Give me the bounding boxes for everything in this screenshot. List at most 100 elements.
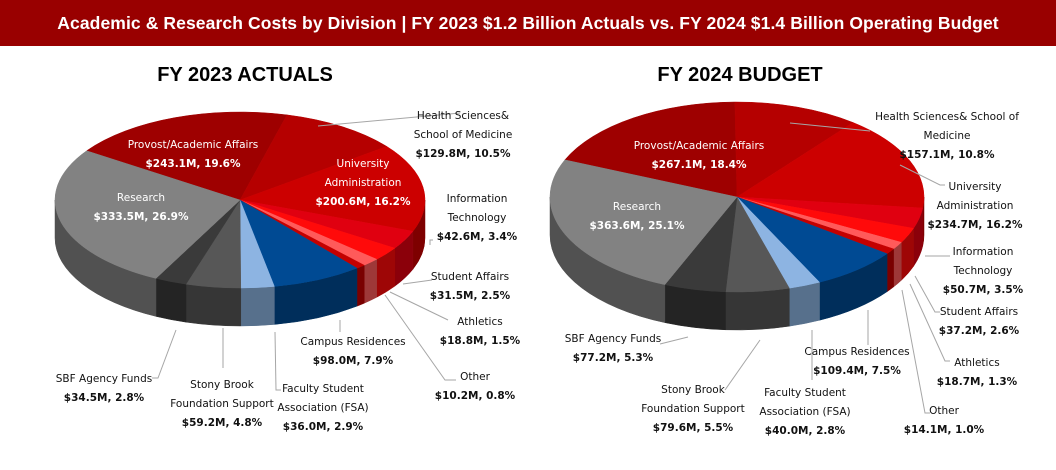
data-label: Athletics $18.7M, 1.3% xyxy=(932,354,1022,392)
data-label-value: $50.7M, 3.5% xyxy=(942,284,1024,296)
data-label-value: $40.0M, 2.8% xyxy=(764,425,846,437)
data-label-name: Stony Brook Foundation Support xyxy=(170,379,274,410)
leader-line xyxy=(152,329,177,379)
data-label: University Administration $200.6M, 16.2% xyxy=(308,155,418,212)
data-label-name: University Administration xyxy=(324,158,402,189)
data-label-value: $200.6M, 16.2% xyxy=(315,196,411,208)
data-label: Information Technology $42.6M, 3.4% xyxy=(432,190,522,247)
pie-side-6 xyxy=(356,264,365,307)
data-label: Other $14.1M, 1.0% xyxy=(899,402,989,440)
leader-line xyxy=(384,294,456,381)
data-label: Health Sciences& School of Medicine $129.… xyxy=(398,107,528,164)
data-label: Faculty Student Association (FSA) $40.0M,… xyxy=(750,384,860,441)
leader-line xyxy=(317,112,461,127)
data-label: Provost/Academic Affairs $267.1M, 18.4% xyxy=(624,137,774,175)
leader-line xyxy=(789,122,871,132)
leader-line xyxy=(724,339,761,391)
data-label-name: Other xyxy=(460,371,490,383)
data-label-name: Campus Residences xyxy=(300,336,406,348)
pie-side-6 xyxy=(886,248,894,293)
data-label-value: $98.0M, 7.9% xyxy=(312,355,394,367)
data-label-name: Faculty Student Association (FSA) xyxy=(759,387,851,418)
pie-side-8 xyxy=(789,281,820,327)
pie-0 xyxy=(54,111,461,391)
data-label-name: Research xyxy=(612,201,662,213)
data-label-value: $79.6M, 5.5% xyxy=(652,422,734,434)
data-label-value: $109.4M, 7.5% xyxy=(813,365,901,377)
pie-slice-research xyxy=(549,159,738,285)
data-label-name: Athletics xyxy=(457,316,503,328)
leader-line xyxy=(901,289,930,414)
data-label: SBF Agency Funds $77.2M, 5.3% xyxy=(553,330,673,368)
data-label-name: Student Affairs xyxy=(939,306,1019,318)
data-label-value: $59.2M, 4.8% xyxy=(181,417,263,429)
data-label-value: $37.2M, 2.6% xyxy=(938,325,1020,337)
data-label: University Administration $234.7M, 16.2% xyxy=(920,178,1030,235)
data-label-name: Student Affairs xyxy=(430,271,510,283)
leader-line xyxy=(274,331,281,391)
leader-line xyxy=(909,283,950,362)
data-label: Stony Brook Foundation Support $79.6M, 5.… xyxy=(633,381,753,438)
pie-side-9 xyxy=(185,283,242,327)
data-label-name: Faculty Student Association (FSA) xyxy=(277,383,369,414)
pie-side-5 xyxy=(893,241,902,288)
data-label: Athletics $18.8M, 1.5% xyxy=(435,313,525,351)
data-label-name: Information Technology xyxy=(952,246,1014,277)
data-label-value: $243.1M, 19.6% xyxy=(145,158,241,170)
chart-title-fy2023: FY 2023 ACTUALS xyxy=(157,64,333,86)
data-label: Health Sciences& School of Medicine $157.… xyxy=(862,108,1032,165)
pie-1 xyxy=(549,101,950,414)
data-label-name: Health Sciences& School of Medicine xyxy=(413,110,513,141)
data-label: SBF Agency Funds $34.5M, 2.8% xyxy=(44,370,164,408)
pie-side-5 xyxy=(363,258,377,304)
data-label: Campus Residences $109.4M, 7.5% xyxy=(797,343,917,381)
pie-side-9 xyxy=(725,287,790,331)
data-label-value: $10.2M, 0.8% xyxy=(434,390,516,402)
leader-line xyxy=(914,275,940,313)
pie-slice-health-sciences-school-of-medicine xyxy=(734,101,854,198)
leader-line xyxy=(659,336,689,345)
chart-title-fy2024: FY 2024 BUDGET xyxy=(657,64,823,86)
data-label: Faculty Student Association (FSA) $36.0M,… xyxy=(268,380,378,437)
data-label-value: $267.1M, 18.4% xyxy=(651,159,747,171)
data-label-name: SBF Agency Funds xyxy=(564,333,662,345)
pie-slice-provost-academic-affairs xyxy=(564,101,738,198)
pie-slice-campus-residences xyxy=(239,199,358,287)
data-label-value: $42.6M, 3.4% xyxy=(436,231,518,243)
data-label-value: $36.0M, 2.9% xyxy=(282,421,364,433)
header-banner: Academic & Research Costs by Division | … xyxy=(0,0,1056,46)
data-label-name: Other xyxy=(929,405,959,417)
data-label-name: SBF Agency Funds xyxy=(55,373,153,385)
pie-side-10 xyxy=(155,278,187,323)
data-label-value: $18.7M, 1.3% xyxy=(936,376,1018,388)
data-label-name: Provost/Academic Affairs xyxy=(633,140,765,152)
pie-slice-research xyxy=(54,150,241,279)
data-label: Research $333.5M, 26.9% xyxy=(86,189,196,227)
data-label-value: $34.5M, 2.8% xyxy=(63,392,145,404)
data-label-value: $31.5M, 2.5% xyxy=(429,290,511,302)
data-label-value: $157.1M, 10.8% xyxy=(899,149,995,161)
data-label: Student Affairs $31.5M, 2.5% xyxy=(415,268,525,306)
data-label-value: $333.5M, 26.9% xyxy=(93,211,189,223)
data-label-value: $18.8M, 1.5% xyxy=(439,335,521,347)
pie-slice-university-administration xyxy=(736,122,925,209)
data-label-name: Information Technology xyxy=(446,193,508,224)
data-label: Student Affairs $37.2M, 2.6% xyxy=(924,303,1034,341)
leader-line xyxy=(899,164,945,186)
data-label: Stony Brook Foundation Support $59.2M, 4.… xyxy=(167,376,277,433)
data-label-value: $77.2M, 5.3% xyxy=(572,352,654,364)
pie-slice-health-sciences-school-of-medicine xyxy=(239,114,388,201)
data-label-value: $14.1M, 1.0% xyxy=(903,424,985,436)
data-label-value: $363.6M, 25.1% xyxy=(589,220,685,232)
data-label: Provost/Academic Affairs $243.1M, 19.6% xyxy=(118,136,268,174)
leader-line xyxy=(429,239,433,245)
data-label: Information Technology $50.7M, 3.5% xyxy=(938,243,1028,300)
pie-side-8 xyxy=(240,286,275,327)
data-label-name: University Administration xyxy=(936,181,1014,212)
data-label: Research $363.6M, 25.1% xyxy=(582,198,692,236)
data-label: Campus Residences $98.0M, 7.9% xyxy=(293,333,413,371)
data-label-value: $234.7M, 16.2% xyxy=(927,219,1023,231)
pie-slice-provost-academic-affairs xyxy=(86,111,288,201)
